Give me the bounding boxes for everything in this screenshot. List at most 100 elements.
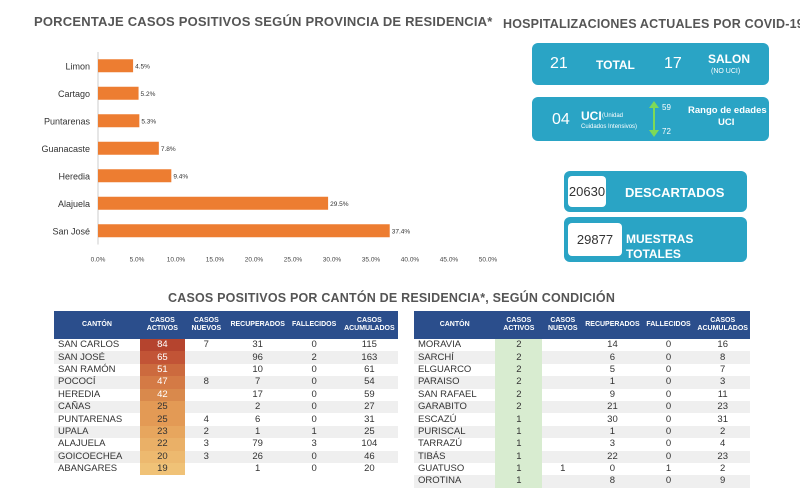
table-cell: 0 [665,438,672,450]
table-cell: 61 [364,363,375,375]
col-fallecidos: FALLECIDOS [287,311,341,339]
table-cell: 26 [227,450,288,463]
table-cell: HEREDIA [58,388,101,400]
table-cell: 21 [583,400,642,414]
table-cell: 46 [340,450,398,463]
table-cell: 0 [609,463,616,475]
chart-title: PORCENTAJE CASOS POSITIVOS SEGÚN PROVINC… [34,14,493,29]
hosp-age-max: 72 [662,127,671,136]
bar [98,196,329,210]
hosp-salon-value: 17 [664,55,682,72]
table-cell: TARRAZÚ [418,438,463,450]
col-recuperados: RECUPERADOS [583,311,642,339]
table-cell: 4 [720,438,726,450]
hosp-uci-sub2: Cuidados Intensivos) [581,124,638,130]
table-cell [542,475,584,488]
tick-label: 45.0% [440,257,459,264]
table-cell: 2 [495,339,543,352]
table-cell: 1 [665,463,672,475]
table-cell: SAN RAMÓN [58,363,116,375]
table-cell: 1 [495,462,543,476]
tick-label: 20.0% [245,257,264,264]
category-label: Limon [65,61,90,71]
table-cell: 1 [495,438,543,451]
hosp-uci-label: UCI [581,109,602,123]
hosp-total-value: 21 [550,55,568,72]
tick-label: 40.0% [401,257,420,264]
table-title: CASOS POSITIVOS POR CANTÓN DE RESIDENCIA… [168,291,616,305]
table-cell: 0 [311,413,317,425]
bar [98,114,140,128]
tick-label: 25.0% [284,257,303,264]
table-cell: 0 [641,376,696,389]
table-row: POCOCÍ 47 8 7 0 54 [54,376,398,389]
table-cell: CAÑAS [54,400,140,414]
table-row: GARABITO 2 21 0 23 [414,400,750,414]
table-cell [184,351,228,364]
table-cell: 14 [607,339,618,351]
table-cell: GOICOECHEA [54,450,140,463]
table-cell: 1 [495,413,543,426]
descartados-value: 20630 [568,176,606,207]
muestras-card: 29877 MUESTRAS TOTALES [564,217,747,262]
value-label: 5.3% [141,118,156,125]
table-cell [542,376,584,389]
table-cell: 1 [287,425,341,439]
table-cell: 3 [203,438,209,450]
table-row: CAÑAS 25 2 0 27 [54,400,398,414]
muestras-value: 29877 [568,223,622,256]
table-cell: 3 [184,450,228,463]
province-bar-chart: Limon 4.5% Cartago 5.2% Puntarenas 5.3% Guanac… [41,52,497,264]
table-cell: 2 [184,425,228,439]
table-cell: 96 [227,351,288,364]
table-cell: PURISCAL [414,425,496,439]
table-cell: 22 [583,450,642,463]
table-cell: 20 [139,450,185,463]
table-cell: 31 [252,339,263,351]
tick-label: 15.0% [206,257,225,264]
table-cell [542,438,583,450]
table-cell: 0 [665,339,672,351]
age-range-arrow-icon [649,101,659,137]
table-cell: SAN JOSÉ [54,351,140,364]
table-row: ELGUARCO 2 5 0 7 [414,363,750,377]
table-cell [184,400,228,414]
table-cell: 47 [139,376,185,389]
col-activos: CASOS ACTIVOS [495,311,543,339]
table-cell: 84 [139,339,185,352]
table-row: UPALA 23 2 1 1 25 [54,425,398,439]
table-cell: 4 [203,413,209,425]
hosp-title: HOSPITALIZACIONES ACTUALES POR COVID-19 [503,17,800,31]
table-cell: 10 [252,363,263,375]
table-cell: 11 [717,388,728,400]
table-cell [542,413,583,425]
col-nuevos: CASOS NUEVOS [184,311,228,339]
table-cell: 30 [607,413,618,425]
hosp-total-card: 21 TOTAL 17 SALON (NO UCI) [532,43,769,85]
tick-label: 35.0% [362,257,381,264]
table-cell: TIBÁS [414,450,496,463]
table-cell: 8 [695,351,750,364]
table-cell: 0 [287,400,341,414]
table-cell: 59 [364,388,375,400]
tick-label: 0.0% [91,257,106,264]
table-cell: 23 [695,450,750,463]
table-cell: 23 [139,425,185,439]
table-cell: 104 [361,438,378,450]
table-cell: 2 [495,388,543,401]
table-cell: ALAJUELA [58,438,106,450]
table-cell [185,389,228,401]
table-cell: 7 [203,339,209,351]
table-cell: 65 [139,351,185,364]
table-cell: PARAISO [414,376,496,389]
table-cell: OROTINA [414,475,496,488]
table-row: GOICOECHEA 20 3 26 0 46 [54,450,398,463]
table-cell: 20 [364,463,375,475]
table-cell: 17 [252,388,263,400]
table-cell: 7 [720,363,726,375]
table-row: SARCHÍ 2 6 0 8 [414,351,750,364]
table-cell: 2 [227,400,288,414]
table-cell: PUNTARENAS [58,413,123,425]
table-cell: 163 [340,351,398,364]
table-cell: 2 [287,351,341,364]
